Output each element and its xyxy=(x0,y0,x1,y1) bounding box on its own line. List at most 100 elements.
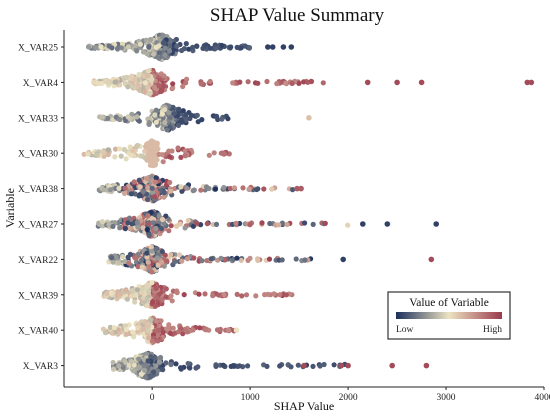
swarm-point xyxy=(149,248,155,254)
swarm-point xyxy=(178,365,184,371)
swarm-point xyxy=(146,264,152,270)
swarm-point xyxy=(238,45,244,51)
swarm-point xyxy=(135,264,141,270)
swarm-point xyxy=(174,43,180,49)
swarm-point xyxy=(144,284,150,290)
swarm-point xyxy=(216,292,222,298)
swarm-point xyxy=(160,367,166,373)
outlier-point xyxy=(301,362,307,369)
swarm-point xyxy=(174,288,180,294)
swarm-point xyxy=(129,111,135,117)
swarm-point xyxy=(237,79,243,85)
swarm-point xyxy=(178,184,184,190)
swarm-point xyxy=(184,256,190,262)
swarm-point xyxy=(203,184,210,190)
outlier-point xyxy=(345,362,351,369)
swarm-point xyxy=(146,335,152,341)
swarm-point xyxy=(111,325,117,331)
swarm-point xyxy=(228,44,234,50)
swarm-point xyxy=(110,259,116,265)
swarm-point xyxy=(99,219,105,225)
swarm-point xyxy=(146,121,152,127)
outlier-point xyxy=(389,362,396,369)
swarm-point xyxy=(144,141,150,147)
swarm-point xyxy=(139,286,146,292)
swarm-point xyxy=(134,142,141,149)
swarm-point xyxy=(176,329,182,335)
swarm-point xyxy=(126,260,132,266)
swarm-point xyxy=(149,185,155,191)
swarm-point xyxy=(153,285,159,291)
swarm-point xyxy=(127,144,133,150)
swarm-point xyxy=(144,196,151,203)
swarm-point xyxy=(247,222,253,228)
swarm-point xyxy=(264,363,270,369)
swarm-point xyxy=(139,257,145,263)
swarm-point xyxy=(227,185,233,192)
plot-area xyxy=(81,32,535,381)
swarm-point xyxy=(308,78,314,84)
swarm-point xyxy=(125,220,131,226)
swarm-point xyxy=(185,217,191,224)
swarm-point xyxy=(190,188,196,194)
swarm-point xyxy=(118,153,124,159)
swarm-point xyxy=(301,79,307,85)
swarm-point xyxy=(154,255,160,261)
swarm-point xyxy=(155,262,161,268)
swarm-point xyxy=(222,257,228,263)
swarm-point xyxy=(196,291,202,297)
y-tick-label: X_VAR4 xyxy=(23,79,58,89)
swarm-point xyxy=(264,78,270,85)
swarm-point xyxy=(156,50,162,56)
swarm-point xyxy=(190,327,196,333)
swarm-point xyxy=(116,185,122,191)
swarm-point xyxy=(137,41,143,47)
swarm-point xyxy=(142,88,148,95)
swarm-point xyxy=(234,44,240,51)
swarm-point xyxy=(159,248,165,255)
legend-high-label: High xyxy=(483,325,502,335)
swarm-point xyxy=(163,360,169,366)
swarm-point xyxy=(162,107,168,113)
swarm-point xyxy=(92,44,98,51)
swarm-point xyxy=(254,186,260,193)
swarm-point xyxy=(160,34,166,40)
swarm-point xyxy=(126,215,133,221)
swarm-point xyxy=(146,68,152,75)
swarm-point xyxy=(185,360,191,367)
swarm-point xyxy=(166,48,173,54)
swarm-point xyxy=(149,269,155,275)
swarm-x-var4 xyxy=(91,67,535,98)
swarm-point xyxy=(112,146,119,152)
swarm-point xyxy=(153,294,159,300)
swarm-point xyxy=(153,246,159,252)
swarm-point xyxy=(149,152,156,158)
swarm-point xyxy=(283,80,289,86)
swarm-point xyxy=(107,324,113,330)
swarm-point xyxy=(149,280,155,286)
swarm-point xyxy=(156,213,162,219)
x-tick-label: 1000 xyxy=(241,393,260,403)
swarm-x-var38 xyxy=(96,173,304,204)
swarm-point xyxy=(145,73,151,79)
swarm-point xyxy=(234,291,240,297)
chart-title: SHAP Value Summary xyxy=(210,5,385,26)
swarm-point xyxy=(277,292,283,298)
swarm-point xyxy=(176,106,182,112)
swarm-x-var3 xyxy=(110,350,430,381)
swarm-point xyxy=(233,220,239,226)
swarm-point xyxy=(166,228,172,234)
y-tick-label: X_VAR22 xyxy=(18,256,58,266)
swarm-point xyxy=(221,184,227,191)
swarm-point xyxy=(231,363,237,369)
swarm-point xyxy=(132,77,138,83)
swarm-point xyxy=(160,216,166,223)
y-tick-label: X_VAR39 xyxy=(18,291,58,301)
swarm-point xyxy=(108,290,114,296)
outlier-point xyxy=(288,44,295,50)
y-tick-label: X_VAR30 xyxy=(18,150,58,160)
swarm-point xyxy=(162,45,168,51)
swarm-point xyxy=(105,151,111,158)
outlier-point xyxy=(340,256,347,263)
